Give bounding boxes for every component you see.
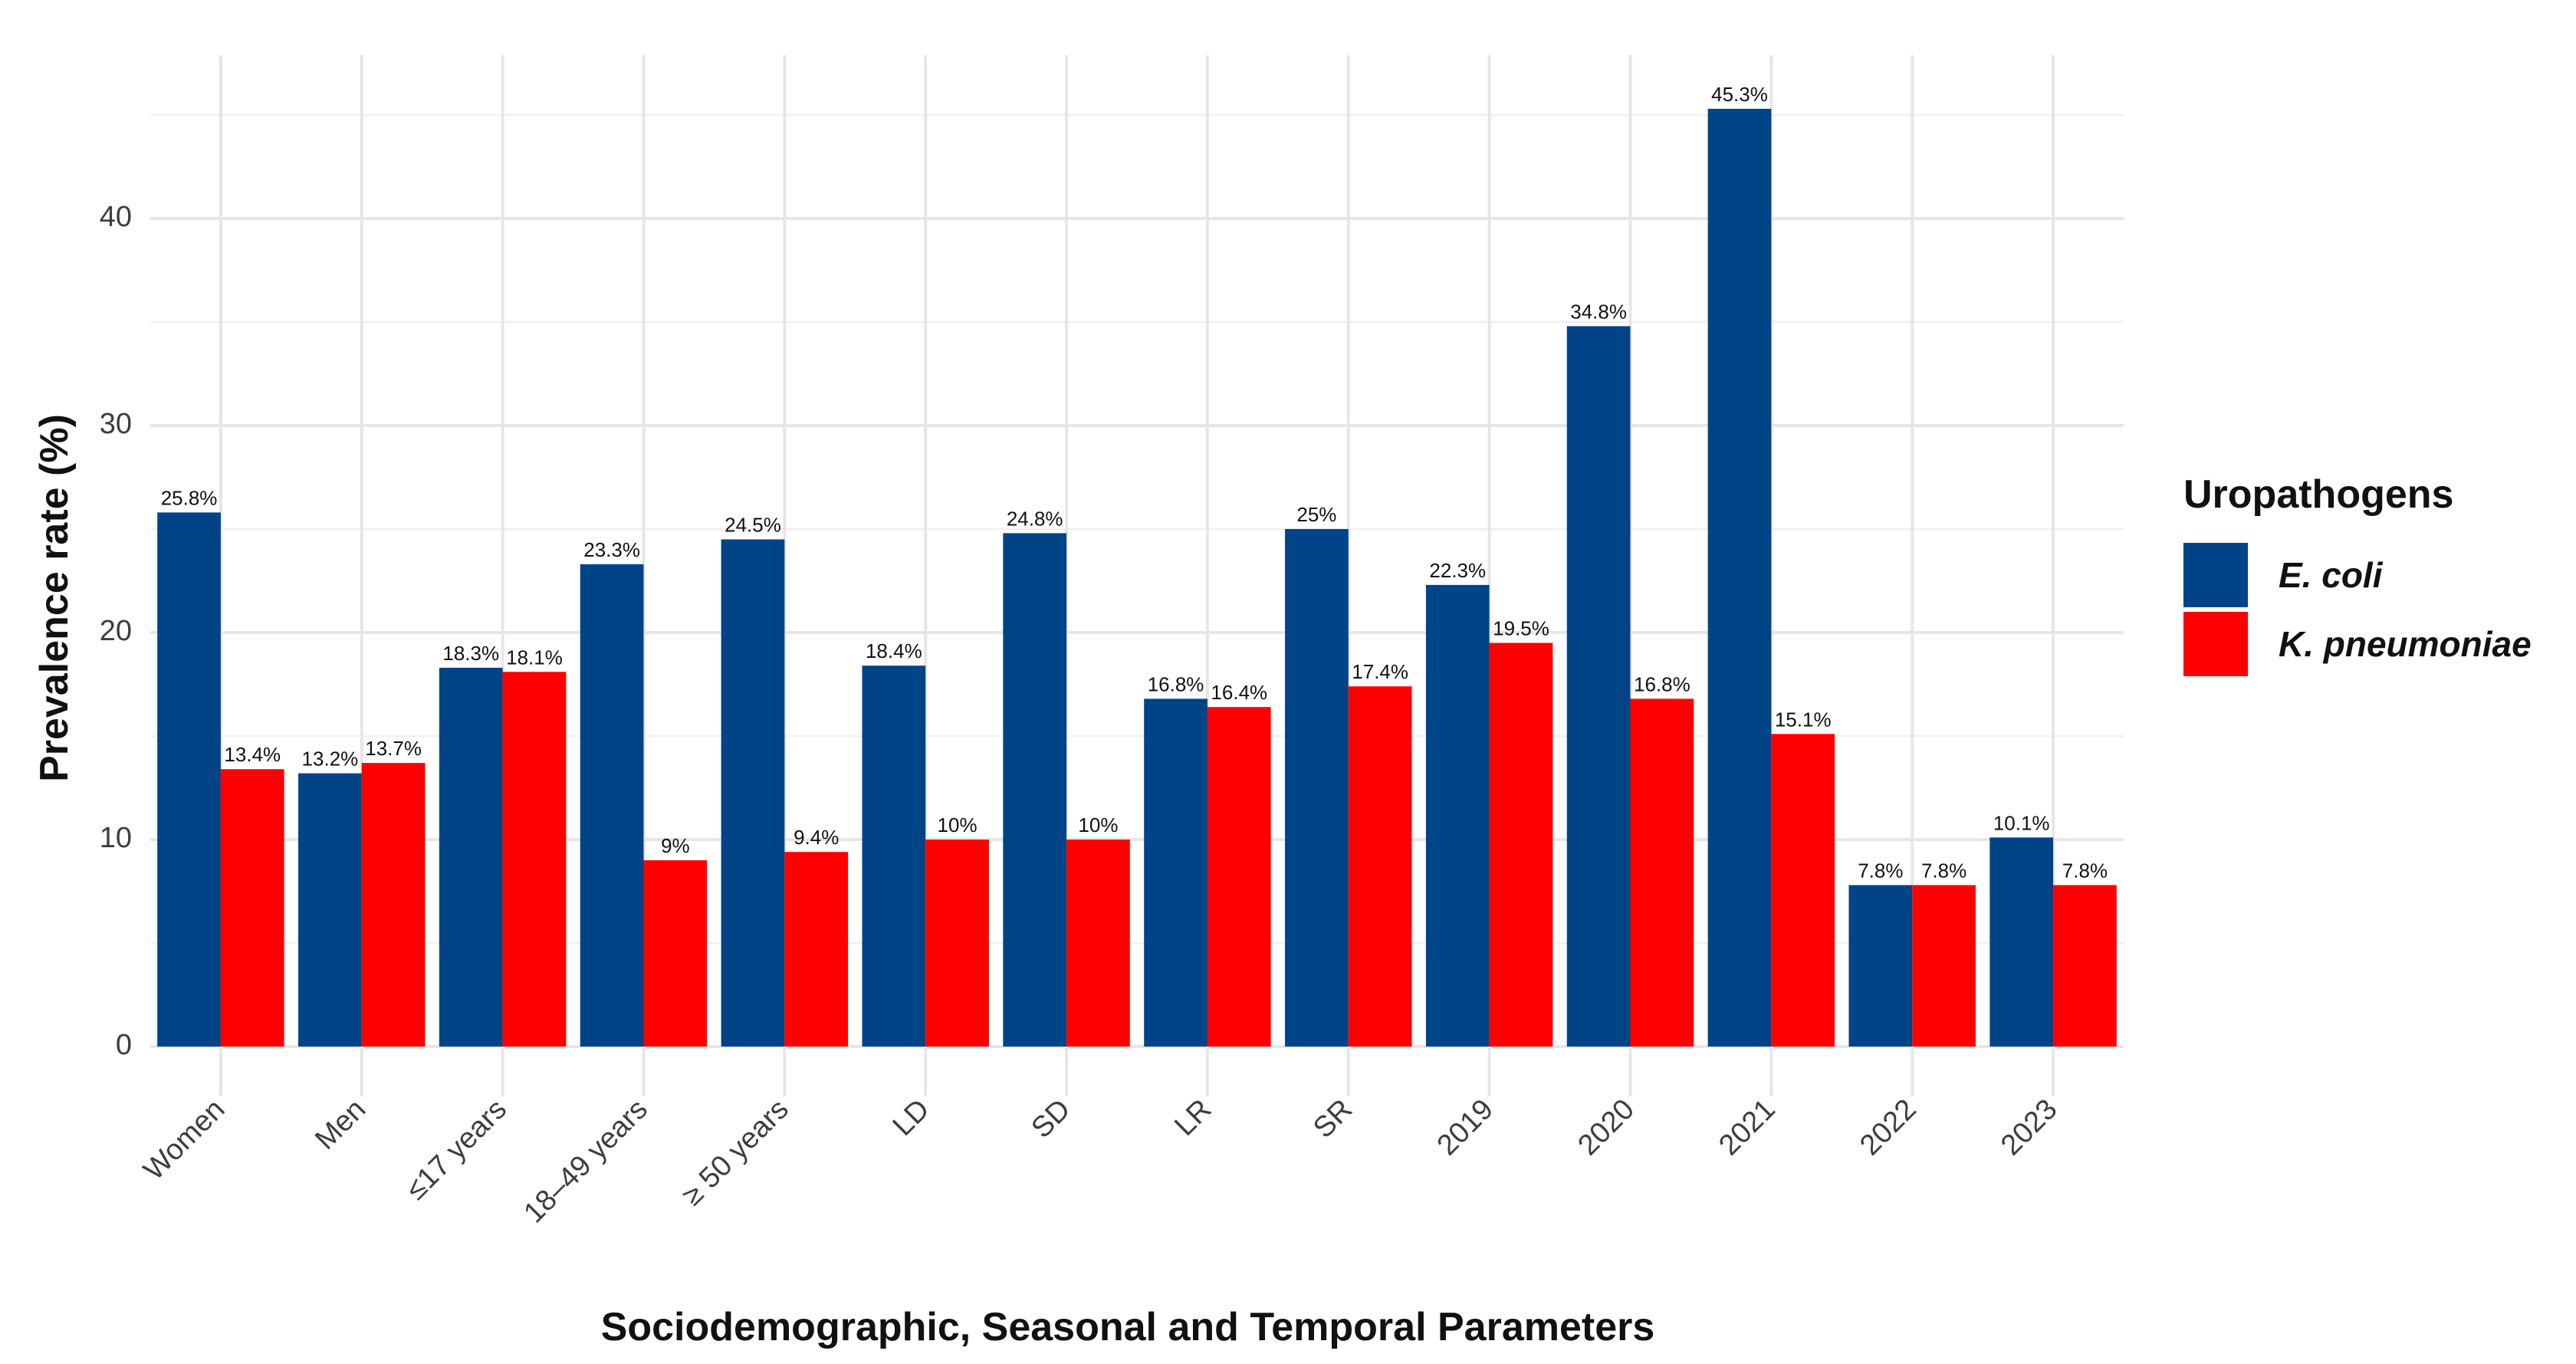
x-tick-label: 2023 <box>1995 1093 2063 1162</box>
data-label-e-coli-2019: 22.3% <box>1429 559 1486 582</box>
legend-label-e-coli: E. coli <box>2279 555 2384 595</box>
bars <box>157 108 2117 1047</box>
x-tick-label: LD <box>887 1093 936 1142</box>
x-tick-label: LR <box>1168 1093 1217 1142</box>
bar-e-coli-50-years <box>721 539 785 1047</box>
data-label-e-coli-50-years: 24.5% <box>724 514 781 537</box>
bar-e-coli-ld <box>862 666 926 1047</box>
data-label-e-coli-ld: 18.4% <box>866 639 922 662</box>
bar-k-pneumoniae-50-years <box>784 852 849 1047</box>
data-label-e-coli-17-years: 18.3% <box>442 642 499 665</box>
x-tick-label: 2020 <box>1572 1093 1640 1162</box>
bar-e-coli-women <box>157 512 221 1047</box>
bar-k-pneumoniae-lr <box>1207 707 1271 1047</box>
bar-e-coli-2023 <box>1990 837 2054 1047</box>
data-label-k-pneumoniae-sr: 17.4% <box>1352 660 1408 683</box>
bar-k-pneumoniae-2023 <box>2053 885 2117 1047</box>
x-tick-label: ≤17 years <box>400 1093 514 1207</box>
data-label-k-pneumoniae-2021: 15.1% <box>1775 708 1832 731</box>
y-tick-label: 40 <box>100 201 132 233</box>
x-axis-title: Sociodemographic, Seasonal and Temporal … <box>601 1305 1655 1349</box>
data-label-k-pneumoniae-lr: 16.4% <box>1211 681 1267 704</box>
data-label-k-pneumoniae-2023: 7.8% <box>2062 859 2108 882</box>
bar-e-coli-sr <box>1285 529 1349 1047</box>
data-label-k-pneumoniae-2022: 7.8% <box>1921 859 1967 882</box>
bar-k-pneumoniae-ld <box>925 840 989 1047</box>
bar-k-pneumoniae-18-49-years <box>643 860 708 1047</box>
bar-e-coli-17-years <box>439 667 503 1047</box>
data-label-e-coli-sd: 24.8% <box>1007 507 1063 530</box>
bar-e-coli-sd <box>1003 533 1067 1047</box>
x-tick-label: SD <box>1025 1093 1076 1145</box>
y-tick-label: 0 <box>116 1029 132 1061</box>
data-label-k-pneumoniae-men: 13.7% <box>365 737 422 760</box>
y-tick-label: 10 <box>100 822 132 854</box>
data-label-k-pneumoniae-18-49-years: 9% <box>661 834 690 857</box>
bar-e-coli-2021 <box>1707 108 1772 1047</box>
bar-k-pneumoniae-sd <box>1066 840 1130 1047</box>
bar-k-pneumoniae-sr <box>1348 686 1412 1047</box>
bar-e-coli-men <box>298 773 362 1047</box>
x-axis: Women Men ≤17 years 18–49 years ≥ 50 years LD… <box>138 1093 2064 1230</box>
bar-e-coli-18-49-years <box>580 564 644 1047</box>
bar-k-pneumoniae-2019 <box>1489 643 1553 1047</box>
bar-k-pneumoniae-2021 <box>1771 734 1835 1047</box>
data-label-k-pneumoniae-ld: 10% <box>938 813 978 836</box>
data-label-k-pneumoniae-2020: 16.8% <box>1634 672 1691 695</box>
bar-e-coli-2019 <box>1425 584 1490 1047</box>
data-label-k-pneumoniae-women: 13.4% <box>224 743 281 766</box>
data-labels: 25.8% 13.4% 13.2% 13.7% 18.3% 18.1% 23.3% 9% 24.… <box>161 83 2108 882</box>
data-label-e-coli-men: 13.2% <box>302 748 359 771</box>
data-label-e-coli-sr: 25% <box>1296 503 1336 526</box>
bar-k-pneumoniae-2020 <box>1630 698 1694 1047</box>
y-axis-title: Prevalence rate (%) <box>32 414 77 782</box>
data-label-e-coli-2022: 7.8% <box>1858 859 1903 882</box>
bar-e-coli-2020 <box>1566 326 1631 1047</box>
x-tick-label: Men <box>309 1093 372 1156</box>
data-label-e-coli-18-49-years: 23.3% <box>583 538 640 561</box>
bar-e-coli-lr <box>1144 698 1208 1047</box>
x-tick-label: 18–49 years <box>518 1093 654 1230</box>
x-tick-label: 2019 <box>1431 1093 1500 1162</box>
bar-e-coli-2022 <box>1848 885 1913 1047</box>
data-label-k-pneumoniae-2019: 19.5% <box>1493 617 1549 640</box>
data-label-e-coli-2020: 34.8% <box>1570 300 1627 323</box>
data-label-e-coli-lr: 16.8% <box>1148 672 1204 695</box>
x-tick-label: 2022 <box>1854 1093 1922 1162</box>
bar-k-pneumoniae-women <box>220 769 284 1047</box>
legend: Uropathogens E. coli K. pneumoniae <box>2183 472 2532 676</box>
x-tick-label: Women <box>138 1093 232 1187</box>
x-tick-label: SR <box>1307 1093 1359 1145</box>
y-axis: 0 10 20 30 40 <box>100 201 132 1061</box>
data-label-k-pneumoniae-sd: 10% <box>1078 813 1118 836</box>
data-label-k-pneumoniae-50-years: 9.4% <box>794 826 839 849</box>
data-label-k-pneumoniae-17-years: 18.1% <box>506 646 563 669</box>
x-tick-label: ≥ 50 years <box>676 1093 795 1212</box>
data-label-e-coli-2023: 10.1% <box>1993 811 2050 834</box>
bar-k-pneumoniae-men <box>361 763 426 1047</box>
legend-swatch-k-pneumoniae <box>2183 612 2248 676</box>
legend-swatch-e-coli <box>2183 543 2248 607</box>
data-label-e-coli-2021: 45.3% <box>1711 83 1768 106</box>
y-tick-label: 30 <box>100 408 132 440</box>
x-tick-label: 2021 <box>1713 1093 1781 1162</box>
legend-label-k-pneumoniae: K. pneumoniae <box>2279 624 2532 664</box>
y-tick-label: 20 <box>100 615 132 647</box>
bar-k-pneumoniae-17-years <box>502 672 567 1047</box>
legend-title: Uropathogens <box>2183 472 2453 517</box>
bar-k-pneumoniae-2022 <box>1912 885 1976 1047</box>
data-label-e-coli-women: 25.8% <box>161 486 218 509</box>
